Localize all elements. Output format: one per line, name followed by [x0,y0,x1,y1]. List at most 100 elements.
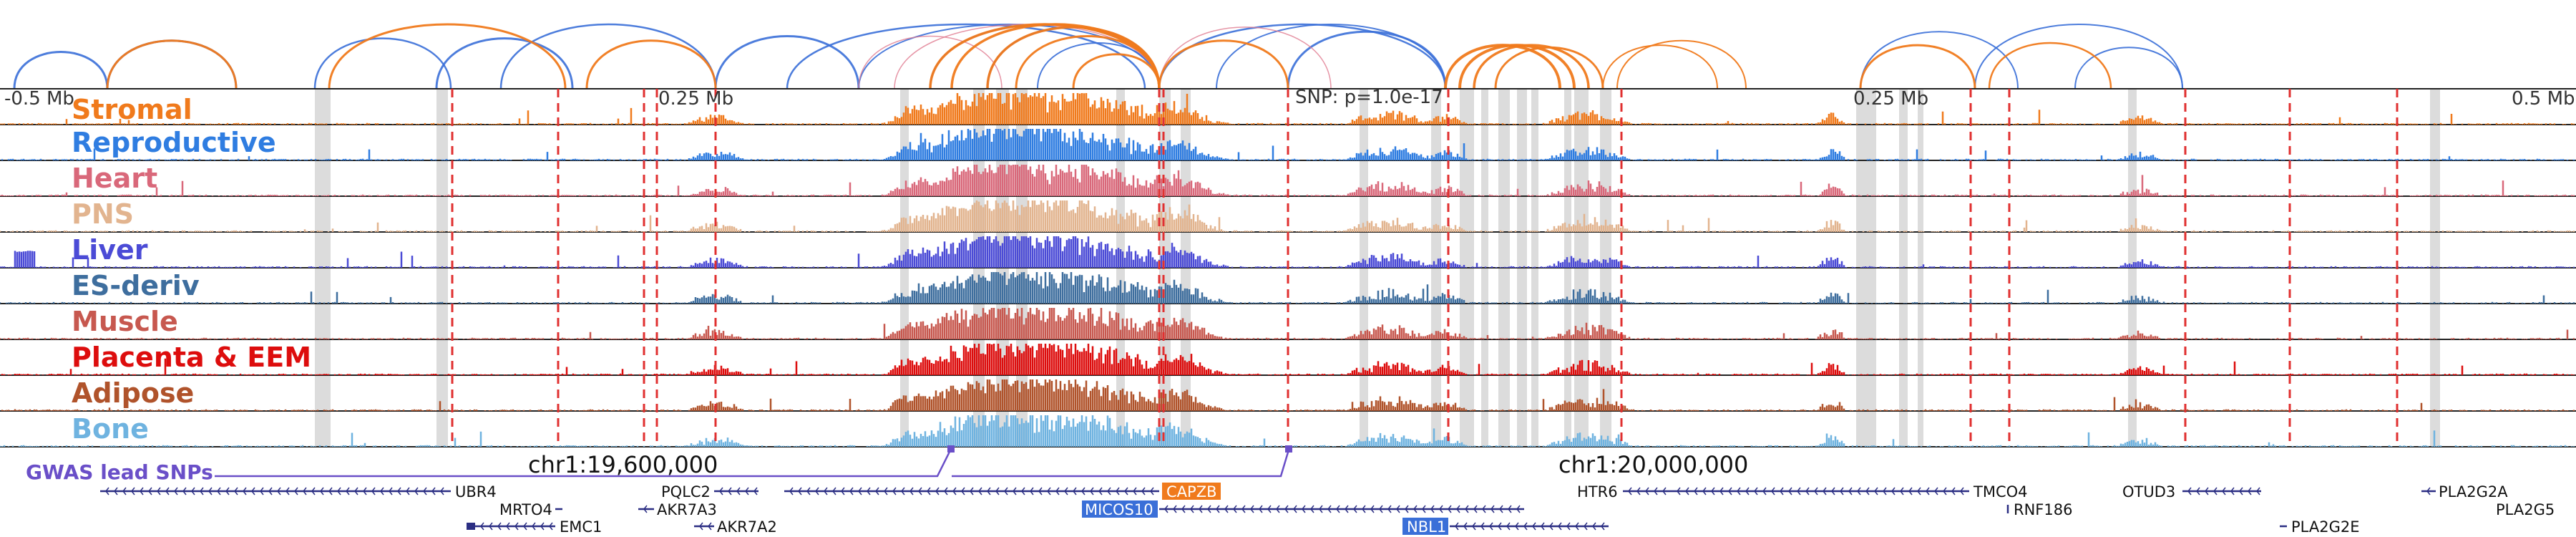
chromatin-loop-arc [1974,24,2183,90]
gene-micos10: MICOS10 [1082,500,1524,518]
gene-label-capzb: CAPZB [1166,483,1217,500]
coordinate-label-left: chr1:19,600,000 [528,451,718,478]
track-signal [0,200,2575,232]
chromatin-loop-arc [1158,26,1332,90]
gene-pla2g2e: PLA2G2E [2280,518,2359,536]
gene-strand-chevrons [2187,487,2260,495]
signal-tracks [0,88,2576,448]
chromatin-loop-arc [1287,30,1447,90]
chromatin-loop-arc [1859,44,1976,90]
gene-label-micos10: MICOS10 [1085,501,1153,518]
gene-annotation-track: UBR4 PQLC2 CAPZB HTR6 TMCO4 OTUD3 [100,483,2555,536]
chromatin-loop-arc [106,39,238,90]
chromatin-loop-arc [1158,39,1289,90]
gene-tmco4: TMCO4 [1672,483,2028,500]
gwas-snp-connector-1 [215,447,953,478]
gene-label-ubr4: UBR4 [455,483,497,500]
track-signal [1,379,2575,411]
gene-pla2g5: PLA2G5 [2496,501,2555,518]
distance-axis: -0.5 Mb 0.25 Mb SNP: p=1.0e-17 0.25 Mb 0… [4,87,2575,110]
gene-strand-chevrons [719,487,758,495]
gene-label-nbl1: NBL1 [1407,518,1446,536]
chromatin-loop-arc [1988,42,2112,90]
gene-strand-chevrons [789,487,1154,495]
chromatin-loop-arc [1494,46,1604,90]
chromatin-loop-arc [986,26,1161,90]
track-label-placenta-eem: Placenta & EEM [72,342,311,373]
track-label-adipose: Adipose [72,377,194,409]
chromatin-loop-arc [499,23,717,90]
gene-label-rnf186: RNF186 [2014,501,2072,518]
gene-label-tmco4: TMCO4 [1973,483,2028,500]
gene-label-htr6: HTR6 [1577,483,1618,500]
track-signal [0,308,2575,339]
gene-pqlc2: PQLC2 [661,483,758,500]
chromatin-loop-arc [1072,53,1161,90]
gwas-snp-connector-2 [952,447,1291,478]
gene-label-pla2g2a: PLA2G2A [2439,483,2508,500]
gene-nbl1-highlight [1402,518,1448,535]
snp-markers [451,89,2399,447]
track-label-muscle: Muscle [72,306,178,337]
track-label-heart: Heart [72,163,157,194]
chromatin-loop-arc [894,24,1160,90]
chromatin-loop-arc [13,51,109,90]
track-label-liver: Liver [72,234,148,266]
track-signal [0,415,2575,447]
gene-htr6: HTR6 [1577,483,1672,500]
chromatin-loop-arc [1015,35,1161,90]
chromatin-loop-arc [585,39,717,90]
chromatin-loop-arc [1158,23,1447,90]
axis-label-mid-left: 0.25 Mb [658,88,733,110]
chromatin-loop-arc [858,35,1002,90]
chromatin-loop-arcs [13,23,2183,90]
gene-akr7a3: AKR7A3 [638,501,717,518]
gene-strand-chevrons [699,522,712,531]
gene-strand-chevrons [105,487,444,495]
gene-emc1-exon [467,523,475,530]
chromatin-loop-arc [1473,44,1590,90]
chromatin-loop-arc [1458,44,1576,90]
axis-label-right: 0.5 Mb [2512,88,2575,110]
gene-micos10-highlight [1082,500,1158,518]
gene-mrto4: MRTO4 [499,501,562,518]
axis-label-snp: SNP: p=1.0e-17 [1295,87,1443,108]
gene-label-pla2g2e: PLA2G2E [2291,518,2359,536]
chromatin-loop-arc [2074,47,2183,90]
track-labels: Stromal Reproductive Heart PNS Liver ES-… [72,94,311,445]
track-signal [1,129,2575,160]
gene-label-pqlc2: PQLC2 [661,483,711,500]
gene-strand-chevrons [1628,487,1667,495]
gene-label-pla2g5: PLA2G5 [2496,501,2555,518]
gwas-snp-marker-2 [1285,445,1292,453]
gene-emc1: EMC1 [467,518,602,536]
chromatin-loop-arc [106,39,238,90]
chromatin-loop-arc [1602,44,1718,90]
gene-strand-chevrons [1677,487,1964,495]
chromatin-loop-arc [1616,39,1747,90]
gwas-track: GWAS lead SNPs [26,445,1292,484]
axis-label-mid-right: 0.25 Mb [1853,88,1928,110]
gene-strand-chevrons [480,522,553,531]
coordinate-axis: chr1:19,600,000 chr1:20,000,000 [528,451,1748,478]
track-label-stromal: Stromal [72,94,192,125]
chromatin-loop-arc [714,35,860,90]
gwas-snp-marker-1 [947,445,955,453]
gene-strand-chevrons [1164,505,1521,513]
gene-ubr4: UBR4 [100,483,497,500]
track-label-reproductive: Reproductive [72,127,276,158]
chromatin-loop-arc [313,37,452,90]
gene-pla2g2a: PLA2G2A [2421,483,2508,500]
track-signal [1,344,2575,375]
gene-label-emc1: EMC1 [560,518,602,536]
gene-strand-chevrons [643,505,648,513]
coordinate-label-right: chr1:20,000,000 [1558,451,1748,478]
gene-nbl1: NBL1 [1402,518,1609,536]
axis-label-left: -0.5 Mb [4,88,74,110]
gene-rnf186: RNF186 [2006,501,2072,518]
gene-capzb-highlight [1162,483,1221,500]
gene-akr7a2: AKR7A2 [694,518,777,536]
gene-label-mrto4: MRTO4 [499,501,552,518]
chromatin-loop-arc [328,23,567,90]
gene-otud3: OTUD3 [2122,483,2261,500]
